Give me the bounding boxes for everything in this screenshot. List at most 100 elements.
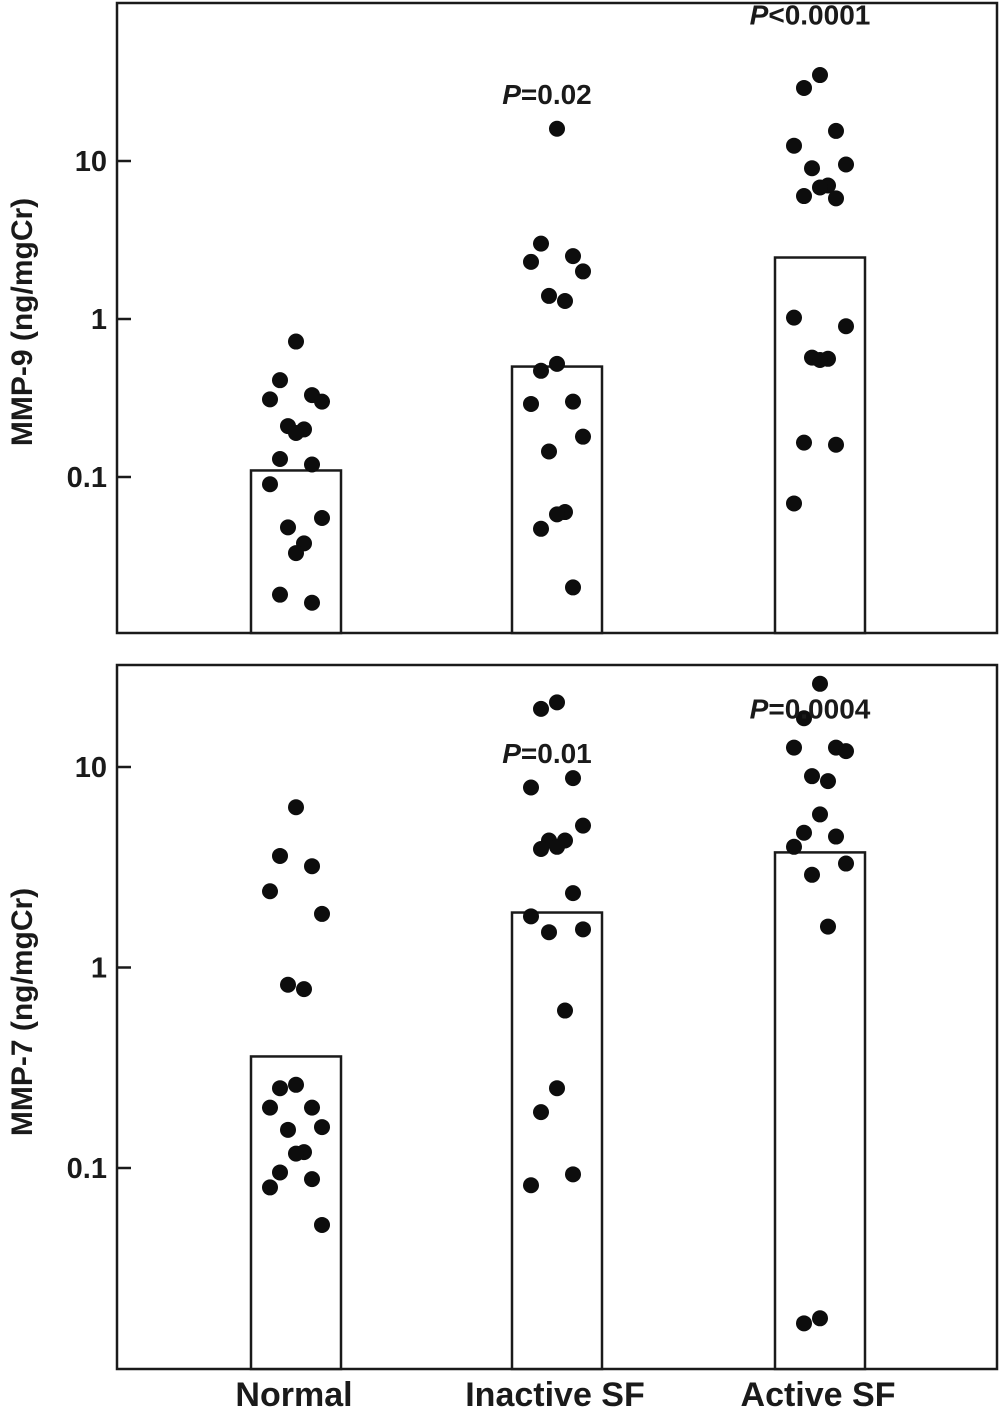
data-point bbox=[565, 885, 581, 902]
data-point bbox=[786, 739, 802, 756]
data-point bbox=[288, 424, 304, 441]
data-point bbox=[304, 858, 320, 875]
data-point bbox=[262, 476, 278, 493]
p-value-annotation: P=0.01 bbox=[502, 738, 592, 769]
mmp9-panel: MMP-9 (ng/mgCr) 0.1 1 10 P=0.02 P<0.0001 bbox=[6, 0, 999, 635]
p-value-text: =0.02 bbox=[521, 79, 592, 110]
data-point bbox=[796, 824, 812, 841]
data-point bbox=[314, 905, 330, 922]
data-point bbox=[565, 393, 581, 410]
p-symbol: P bbox=[502, 79, 521, 110]
data-point bbox=[549, 355, 565, 372]
data-point bbox=[296, 981, 312, 998]
y-tick-label: 10 bbox=[75, 752, 107, 784]
data-point bbox=[838, 743, 854, 760]
data-point bbox=[533, 235, 549, 252]
p-value-text: =0.0004 bbox=[768, 693, 870, 724]
data-point bbox=[575, 428, 591, 445]
p-value-annotation: P<0.0001 bbox=[750, 0, 871, 31]
data-point bbox=[533, 1104, 549, 1121]
data-point bbox=[533, 840, 549, 857]
y-tick-label: 0.1 bbox=[67, 462, 107, 494]
data-point bbox=[288, 799, 304, 816]
data-point bbox=[314, 1216, 330, 1233]
data-point bbox=[523, 1177, 539, 1194]
data-point bbox=[304, 594, 320, 611]
data-point bbox=[812, 1310, 828, 1327]
data-point bbox=[314, 1119, 330, 1136]
p-value-text: <0.0001 bbox=[768, 0, 870, 31]
data-point bbox=[541, 287, 557, 304]
data-point bbox=[272, 1080, 288, 1097]
p-value-annotation: P=0.0004 bbox=[750, 693, 871, 724]
data-point bbox=[272, 1164, 288, 1181]
y-tick-label: 0.1 bbox=[67, 1153, 107, 1185]
x-category-label: Normal bbox=[235, 1376, 352, 1413]
data-point bbox=[533, 362, 549, 379]
data-point bbox=[828, 828, 844, 845]
data-point bbox=[262, 1179, 278, 1196]
y-tick-label: 10 bbox=[75, 146, 107, 178]
data-point bbox=[820, 918, 836, 935]
p-symbol: P bbox=[750, 693, 769, 724]
data-point bbox=[804, 160, 820, 177]
bar-active-sf bbox=[773, 851, 867, 1371]
data-point bbox=[523, 908, 539, 925]
data-point bbox=[557, 1002, 573, 1019]
data-point bbox=[262, 391, 278, 408]
data-point bbox=[549, 120, 565, 137]
data-point bbox=[314, 510, 330, 527]
data-point bbox=[565, 770, 581, 787]
data-point bbox=[804, 768, 820, 785]
data-point bbox=[549, 506, 565, 523]
data-point bbox=[280, 519, 296, 536]
data-point bbox=[557, 292, 573, 309]
data-point bbox=[820, 773, 836, 790]
data-point bbox=[838, 855, 854, 872]
data-point bbox=[262, 1099, 278, 1116]
y-axis-label: MMP-7 (ng/mgCr) bbox=[6, 888, 39, 1136]
data-point bbox=[828, 436, 844, 453]
bar-inactive-sf bbox=[510, 911, 604, 1371]
data-point bbox=[786, 137, 802, 154]
data-point bbox=[796, 710, 812, 727]
data-point bbox=[796, 1315, 812, 1332]
data-point bbox=[304, 456, 320, 473]
data-point bbox=[575, 263, 591, 280]
data-point bbox=[541, 443, 557, 460]
data-point bbox=[838, 156, 854, 173]
data-point bbox=[549, 838, 565, 855]
data-point bbox=[523, 253, 539, 270]
y-tick-label: 1 bbox=[91, 953, 107, 985]
data-point bbox=[288, 545, 304, 562]
data-point bbox=[280, 1121, 296, 1138]
data-point bbox=[549, 694, 565, 711]
data-point bbox=[533, 520, 549, 537]
x-category-labels: Normal Inactive SF Active SF bbox=[235, 1376, 895, 1413]
data-point bbox=[575, 921, 591, 938]
data-point bbox=[262, 883, 278, 900]
data-point bbox=[838, 318, 854, 335]
data-point bbox=[812, 675, 828, 692]
data-point bbox=[304, 1099, 320, 1116]
data-point bbox=[533, 700, 549, 717]
x-category-label: Inactive SF bbox=[465, 1376, 645, 1413]
data-point bbox=[812, 67, 828, 84]
data-point bbox=[288, 1145, 304, 1162]
data-point bbox=[272, 450, 288, 467]
data-point bbox=[804, 866, 820, 883]
data-point bbox=[828, 190, 844, 207]
y-axis-label: MMP-9 (ng/mgCr) bbox=[6, 198, 39, 446]
p-value-text: =0.01 bbox=[521, 738, 592, 769]
data-point bbox=[575, 817, 591, 834]
data-point bbox=[272, 847, 288, 864]
y-tick-label: 1 bbox=[91, 304, 107, 336]
data-point bbox=[523, 779, 539, 796]
data-point bbox=[828, 122, 844, 139]
data-point bbox=[272, 586, 288, 603]
data-point bbox=[523, 395, 539, 412]
data-point bbox=[288, 333, 304, 350]
p-symbol: P bbox=[502, 738, 521, 769]
